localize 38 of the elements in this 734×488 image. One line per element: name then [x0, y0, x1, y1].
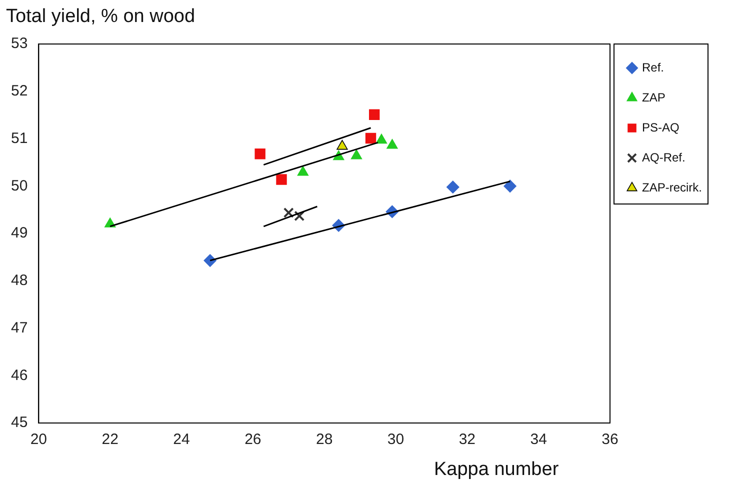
point [376, 134, 388, 144]
point [365, 132, 376, 144]
x-tick-label: 36 [602, 431, 618, 448]
x-tick-label: 24 [173, 431, 190, 448]
x-tick-label: 32 [458, 431, 476, 448]
point [297, 166, 309, 176]
point [446, 180, 460, 194]
y-tick-label: 52 [10, 82, 28, 100]
point [336, 140, 348, 150]
x-tick-label: 20 [30, 431, 48, 448]
x-tick-label: 34 [530, 431, 547, 448]
y-tick-label: 50 [10, 177, 28, 194]
x-tick-label: 28 [316, 431, 333, 448]
legend-label: ZAP [642, 90, 666, 104]
point [276, 174, 287, 185]
y-tick-label: 46 [10, 366, 28, 384]
y-tick-label: 48 [10, 272, 28, 290]
x-axis-title: Kappa number [434, 459, 559, 481]
y-axis-title: Total yield, % on wood [6, 6, 196, 28]
legend-label: PS-AQ [642, 120, 680, 134]
y-tick-label: 51 [10, 130, 28, 147]
x-tick-label: 26 [244, 431, 262, 448]
y-tick-label: 53 [10, 35, 28, 52]
x-tick-label: 30 [387, 431, 404, 448]
point [350, 149, 362, 160]
legend-label: Ref. [642, 60, 664, 74]
legend-label: ZAP-recirk. [642, 180, 702, 194]
y-tick-label: 47 [10, 319, 28, 336]
point [368, 109, 380, 120]
point [254, 148, 266, 160]
point [504, 180, 516, 193]
legend-label: AQ-Ref. [642, 150, 686, 164]
x-tick-label: 22 [102, 431, 118, 448]
point [294, 210, 305, 222]
point [386, 138, 398, 149]
point [283, 207, 294, 218]
y-tick-label: 49 [10, 224, 28, 242]
y-tick-label: 45 [10, 414, 28, 432]
